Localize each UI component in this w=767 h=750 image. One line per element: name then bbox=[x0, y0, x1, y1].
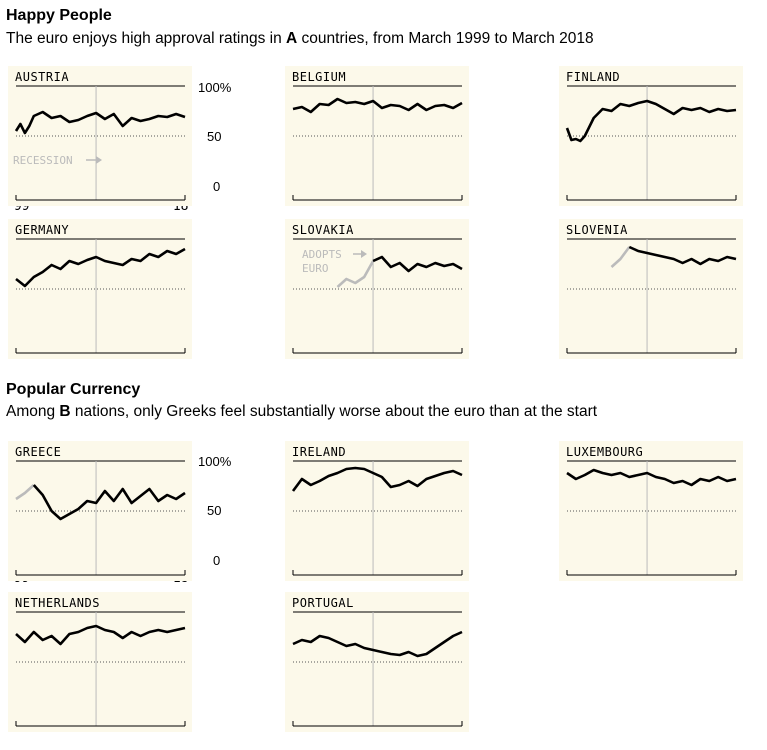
panel-title: PORTUGAL bbox=[292, 596, 354, 610]
panel-title: SLOVAKIA bbox=[292, 223, 354, 237]
chart-panel-austria: RECESSION AUSTRIA bbox=[8, 66, 192, 206]
series-line bbox=[565, 99, 737, 143]
panel-title: IRELAND bbox=[292, 445, 347, 459]
subtitle-text: Among bbox=[6, 403, 60, 420]
y-axis-label-bottom: 0 bbox=[213, 553, 221, 568]
subtitle-text: nations, only Greeks feel substantially … bbox=[70, 403, 598, 420]
panel-plot bbox=[292, 85, 463, 201]
series-line bbox=[372, 255, 463, 273]
panel-plot bbox=[15, 238, 186, 354]
chart-panel-ireland: IRELAND bbox=[285, 441, 469, 581]
series-line-pre-euro bbox=[336, 260, 375, 288]
series-line bbox=[628, 245, 737, 266]
panel-title: BELGIUM bbox=[292, 70, 347, 84]
series-line bbox=[292, 97, 463, 114]
chart-panel-slovenia: SLOVENIA bbox=[559, 219, 743, 359]
panel-title: GERMANY bbox=[15, 223, 70, 237]
panel-plot bbox=[291, 460, 463, 576]
panel-plot bbox=[565, 85, 737, 201]
series-line bbox=[292, 630, 463, 658]
chart-panel-luxembourg: LUXEMBOURG bbox=[559, 441, 743, 581]
series-line bbox=[32, 484, 186, 521]
arrow-head-icon bbox=[96, 156, 102, 164]
chart-panel-greece: GREECE bbox=[8, 441, 192, 581]
subtitle-text: The euro enjoys high approval ratings in bbox=[6, 30, 287, 47]
y-axis-label-bottom: 0 bbox=[213, 179, 221, 194]
subtitle-text: countries, from March 1999 to March 2018 bbox=[297, 30, 594, 47]
series-line-pre-euro bbox=[610, 246, 631, 268]
chart-panel-belgium: BELGIUM bbox=[285, 66, 469, 206]
panel-title: GREECE bbox=[15, 445, 62, 459]
section-subtitle-popular: Among B nations, only Greeks feel substa… bbox=[6, 403, 597, 421]
panel-plot bbox=[292, 611, 463, 727]
chart-panel-finland: FINLAND bbox=[559, 66, 743, 206]
panel-plot bbox=[15, 460, 186, 576]
subtitle-bold: B bbox=[59, 403, 71, 420]
panel-title: SLOVENIA bbox=[566, 223, 628, 237]
annotation-adopts-euro: EURO bbox=[302, 262, 329, 275]
y-axis-label-mid: 50 bbox=[207, 503, 222, 518]
panel-plot bbox=[566, 460, 737, 576]
annotation-adopts-euro: ADOPTS bbox=[302, 248, 342, 261]
section-title-happy: Happy People bbox=[6, 7, 112, 24]
y-axis-label-top: 100% bbox=[198, 454, 232, 469]
panel-title: LUXEMBOURG bbox=[566, 445, 644, 459]
panel-plot: RECESSION bbox=[13, 85, 186, 201]
series-line bbox=[15, 247, 186, 288]
panel-title: NETHERLANDS bbox=[15, 596, 100, 610]
panel-title: FINLAND bbox=[566, 70, 621, 84]
section-subtitle-happy: The euro enjoys high approval ratings in… bbox=[6, 30, 594, 48]
chart-panel-portugal: PORTUGAL bbox=[285, 592, 469, 732]
series-line bbox=[566, 468, 737, 487]
series-line-pre-euro bbox=[15, 484, 35, 501]
series-line bbox=[291, 466, 463, 492]
annotation-recession: RECESSION bbox=[13, 154, 73, 167]
series-line bbox=[15, 624, 186, 646]
series-line bbox=[14, 110, 186, 135]
chart-panel-germany: GERMANY bbox=[8, 219, 192, 359]
y-axis-label-top: 100% bbox=[198, 80, 232, 95]
panel-plot bbox=[15, 611, 186, 727]
subtitle-bold: A bbox=[286, 30, 298, 47]
section-title-popular: Popular Currency bbox=[6, 381, 141, 398]
panel-plot bbox=[566, 238, 737, 354]
panel-title: AUSTRIA bbox=[15, 70, 70, 84]
y-axis-label-mid: 50 bbox=[207, 129, 222, 144]
arrow-head-icon bbox=[361, 250, 367, 258]
chart-panel-netherlands: NETHERLANDS bbox=[8, 592, 192, 732]
chart-panel-slovakia: ADOPTS EURO SLOVAKIA bbox=[285, 219, 469, 359]
